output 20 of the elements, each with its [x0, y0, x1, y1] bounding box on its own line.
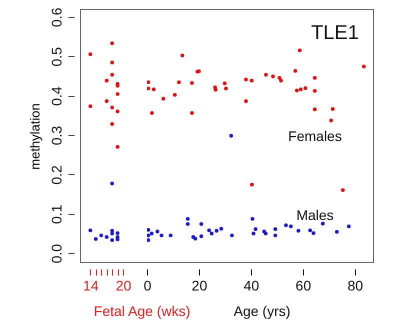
y-tick-label: 0.5	[48, 46, 64, 66]
y-tick-label: 0.3	[48, 126, 64, 146]
y-tick-label: 0.0	[48, 244, 64, 264]
y-axis-title: methylation	[28, 103, 42, 170]
series-label: Males	[296, 207, 334, 223]
y-tick-label: 0.4	[48, 86, 64, 106]
x-tick-label: 40	[244, 278, 260, 294]
x-tick-label: 14	[83, 278, 99, 294]
x-tick-label: 80	[347, 278, 364, 294]
series-label: Females	[288, 128, 342, 144]
x-axis-title: Fetal Age (wks)	[94, 303, 190, 319]
y-tick-label: 0.2	[48, 164, 64, 185]
x-tick-label: 20	[192, 278, 208, 294]
y-tick-label: 0.6	[48, 7, 64, 28]
x-tick-label: 20	[116, 278, 132, 294]
annotation: TLE1	[311, 22, 359, 44]
x-axis-title: Age (yrs)	[234, 303, 290, 319]
x-tick-label: 0	[144, 278, 152, 294]
x-tick-label: 60	[296, 278, 312, 294]
y-tick-label: 0.1	[48, 204, 64, 224]
